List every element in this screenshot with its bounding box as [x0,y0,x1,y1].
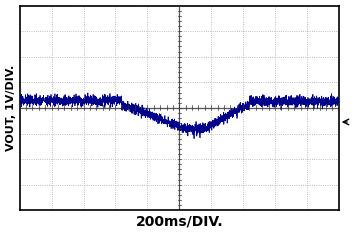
Y-axis label: VOUT, 1V/DIV.: VOUT, 1V/DIV. [6,65,16,151]
X-axis label: 200ms/DIV.: 200ms/DIV. [136,214,223,228]
